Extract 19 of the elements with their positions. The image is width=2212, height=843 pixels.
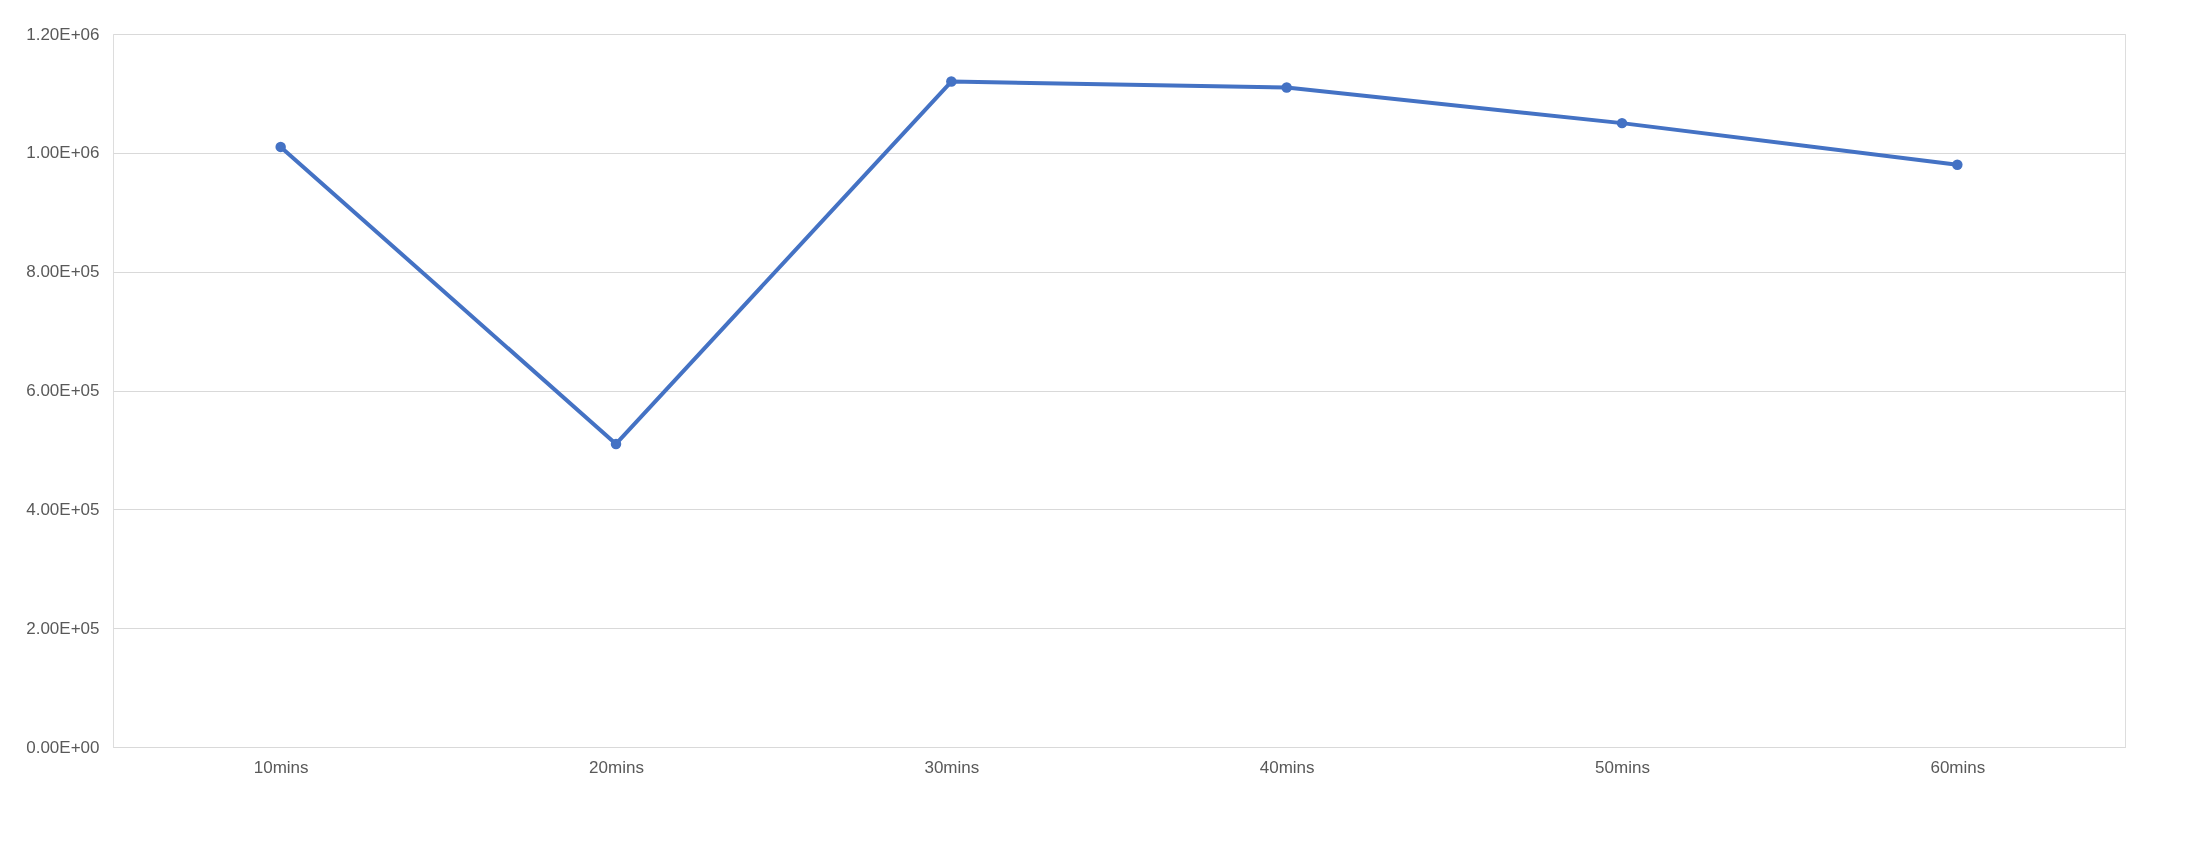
point [1616,117,1628,129]
point [275,141,286,153]
y-tick-label: 2.00E+05 [26,618,100,638]
y-tick-label: 0.00E+00 [26,737,100,757]
point [610,438,622,450]
x-tick-label: 40mins [1259,757,1315,777]
y-tick-label: 1.00E+06 [26,143,100,163]
point [1952,159,1963,170]
x-tick-label: 60mins [1930,757,1986,777]
y-tick-label: 4.00E+05 [26,499,100,519]
x-tick-label: 20mins [589,757,644,777]
y-tick-label: 6.00E+05 [26,381,100,400]
x-tick-label: 10mins [253,757,309,777]
y-tick-label: 1.20E+06 [26,24,100,44]
x-tick-label: 30mins [924,757,980,777]
point [1281,82,1292,93]
point [946,76,957,87]
x-tick-label: 50mins [1595,757,1650,777]
y-tick-label: 8.00E+05 [26,262,100,282]
